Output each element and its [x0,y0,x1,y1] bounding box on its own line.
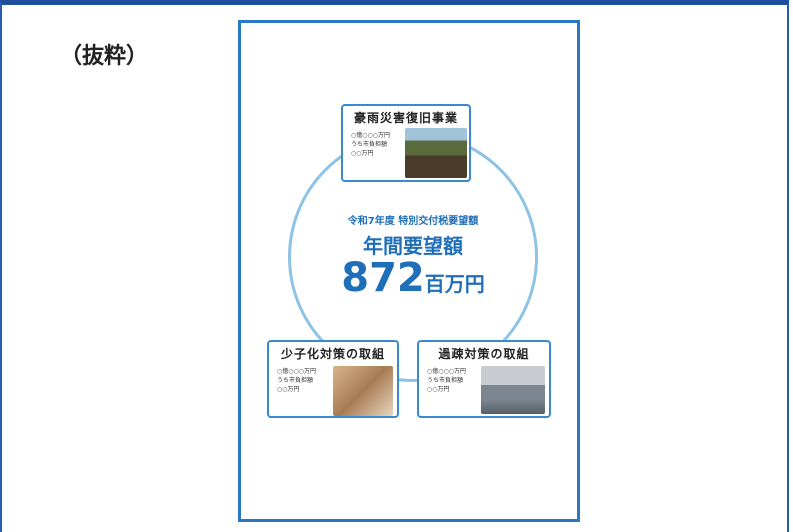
photo [481,366,545,414]
box-title: 少子化対策の取組 [269,345,397,362]
amount-unit: 百万円 [425,272,485,296]
photo [405,128,467,178]
box-line: ○○万円 [277,384,299,393]
box: 豪雨災害復旧事業 ○億○○○万円 うち市負担額 ○○万円 [341,104,471,182]
box-line: ○億○○○万円 [427,366,466,375]
box-line: ○○万円 [351,148,373,157]
photo [333,366,393,416]
center-amount: 872百万円 [300,255,526,301]
center-subtitle: 令和7年度 特別交付税要望額 [300,212,526,227]
label: （抜粋） [60,38,148,70]
box-line: うち市負担額 [277,375,313,384]
box-line: うち市負担額 [427,375,463,384]
box: 過疎対策の取組 ○億○○○万円 うち市負担額 ○○万円 [417,340,551,418]
box-line: ○○万円 [427,384,449,393]
box-line: ○億○○○万円 [351,130,390,139]
box-title: 豪雨災害復旧事業 [343,109,469,126]
box-line: ○億○○○万円 [277,366,316,375]
box: 少子化対策の取組 ○億○○○万円 うち市負担額 ○○万円 [267,340,399,418]
box-line: うち市負担額 [351,139,387,148]
page: （抜粋） 令和7年度 特別交付税要望額 年間要望額 872百万円 豪雨災害復旧事… [0,0,793,532]
amount: 872 [341,255,425,301]
box-title: 過疎対策の取組 [419,345,549,362]
